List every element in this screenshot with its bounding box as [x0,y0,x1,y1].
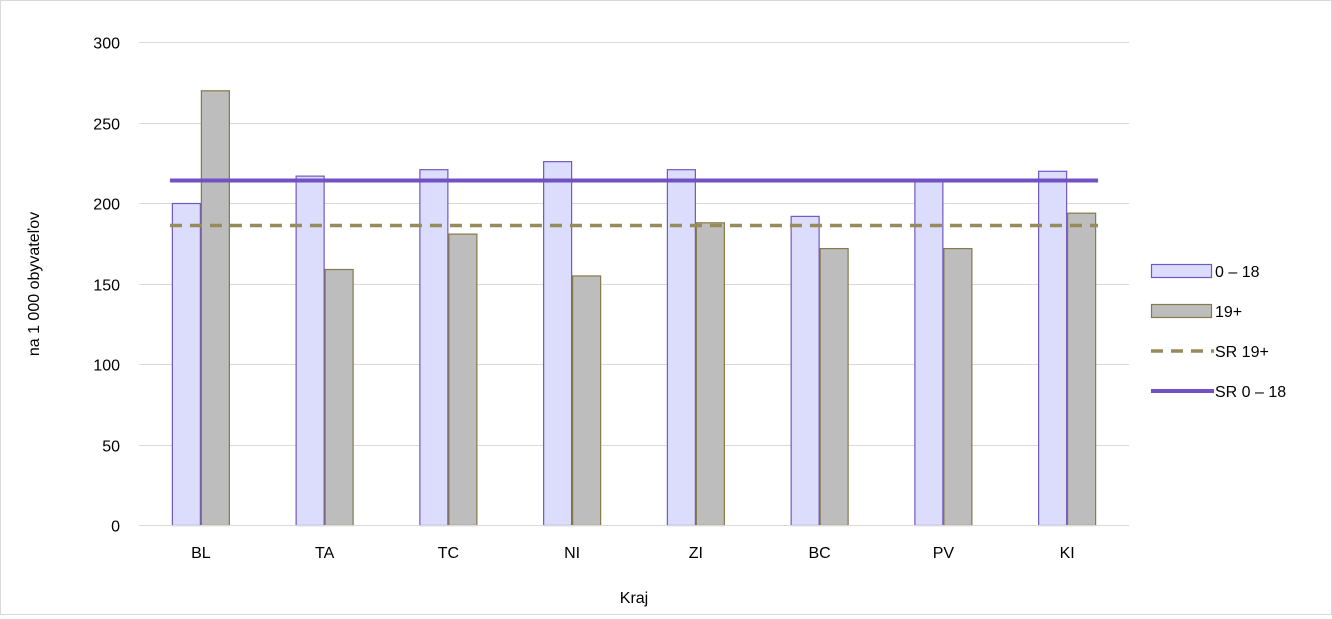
x-axis-title: Kraj [620,590,648,607]
y-tick-label: 0 [111,519,120,536]
legend-swatch-1 [1150,303,1213,319]
y-tick-label: 100 [93,358,120,375]
bars [171,90,1097,527]
x-tick-label: PV [933,545,955,562]
y-tick-label: 250 [93,117,120,134]
bar-ta-series-0 [295,175,325,527]
bar-bc-series-0 [790,215,820,527]
bar-tc-series-1 [448,233,478,527]
x-tick-label: ZI [689,545,703,562]
bar-ni-series-1 [572,275,602,527]
bar-pv-series-0 [914,180,944,527]
bar-bc-series-1 [819,247,849,527]
x-tick-label: BC [809,545,831,562]
legend-label-0: 0 – 18 [1215,264,1260,281]
reference-lines [169,178,1099,228]
bar-bl-series-1 [200,90,230,527]
bar-ni-series-0 [543,161,573,527]
bar-pv-series-1 [943,247,973,527]
x-tick-label: TA [315,545,335,562]
y-tick-label: 200 [93,197,120,214]
y-tick-label: 50 [102,439,120,456]
x-tick-label: TC [438,545,459,562]
legend-swatch-0 [1150,263,1213,279]
bar-ki-series-1 [1067,212,1097,527]
x-tick-label: NI [564,545,580,562]
gridlines [139,42,1129,446]
legend-label-3: SR 0 – 18 [1215,384,1286,401]
y-axis-ticks: 0 50 100 150 200 250 300 [93,36,120,536]
x-tick-label: KI [1060,545,1075,562]
legend: 0 – 18 19+ SR 19+ SR 0 – 18 [1150,263,1286,401]
x-axis-ticks: BL TA TC NI ZI BC PV KI [191,545,1075,562]
y-axis-title: na 1 000 obyvateľov [26,212,43,356]
y-tick-label: 150 [93,278,120,295]
legend-label-2: SR 19+ [1215,344,1269,361]
legend-label-1: 19+ [1215,304,1242,321]
bar-bl-series-0 [171,202,201,527]
y-tick-label: 300 [93,36,120,53]
bar-zi-series-1 [695,222,725,527]
x-tick-label: BL [191,545,211,562]
bar-tc-series-0 [419,169,449,527]
bar-ta-series-1 [324,268,354,527]
bar-zi-series-0 [666,169,696,527]
